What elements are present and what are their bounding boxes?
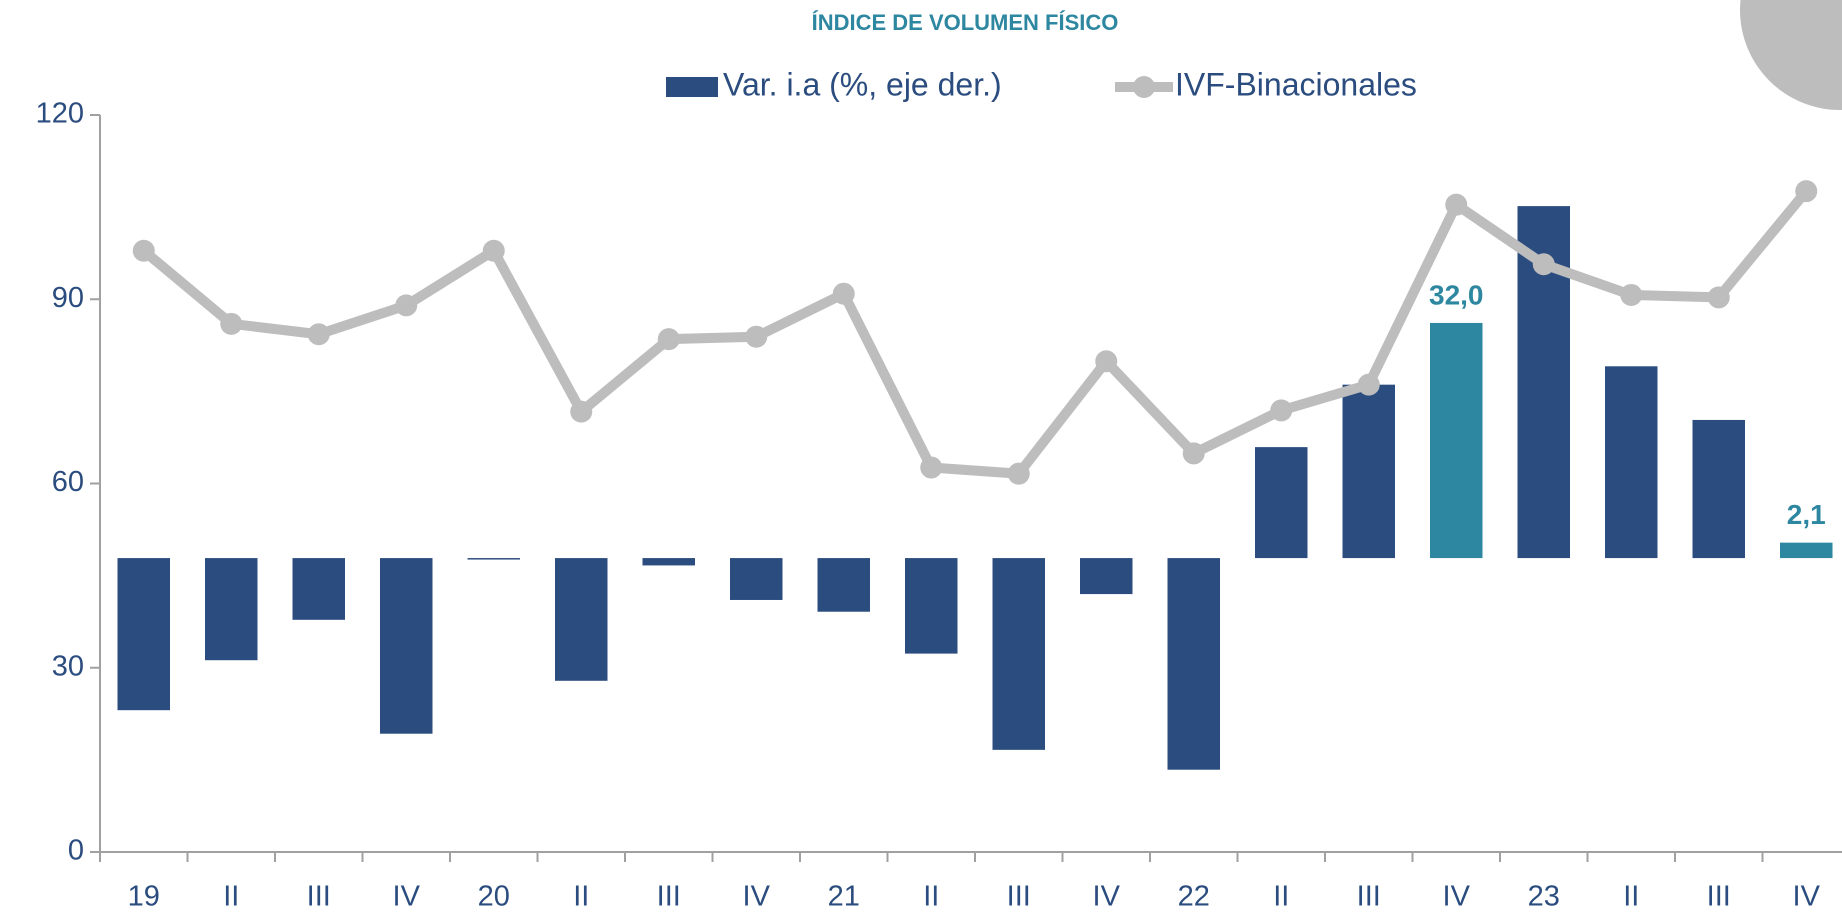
line-marker — [220, 312, 243, 335]
line-marker — [745, 325, 768, 348]
legend-label: IVF-Binacionales — [1175, 66, 1417, 102]
line-marker — [920, 456, 943, 479]
y-tick-label: 0 — [68, 835, 84, 867]
x-tick-label: III — [657, 881, 681, 913]
x-tick-label: II — [923, 881, 939, 913]
bar — [817, 558, 870, 612]
line-marker — [482, 239, 505, 262]
x-tick-label: IV — [1443, 881, 1471, 913]
bar — [555, 558, 608, 681]
x-tick-label: IV — [1093, 881, 1121, 913]
x-tick-label: III — [1357, 881, 1381, 913]
line-marker — [307, 323, 330, 346]
x-tick-label: II — [1623, 881, 1639, 913]
bar — [1255, 447, 1308, 559]
chart-title: ÍNDICE DE VOLUMEN FÍSICO — [812, 10, 1119, 35]
x-tick-label: III — [1707, 881, 1731, 913]
data-label: 32,0 — [1429, 279, 1484, 310]
x-tick-label: 19 — [128, 881, 160, 913]
data-label: 2,1 — [1787, 499, 1826, 530]
legend-marker — [1133, 76, 1155, 98]
x-tick-label: IV — [1793, 881, 1821, 913]
line-marker — [657, 328, 680, 351]
x-tick-label: II — [573, 881, 589, 913]
line-marker — [1532, 253, 1555, 276]
line-marker — [1357, 373, 1380, 396]
bar — [467, 558, 520, 560]
y-tick-label: 30 — [52, 650, 84, 682]
legend-swatch — [666, 77, 718, 97]
x-tick-label: III — [307, 881, 331, 913]
line — [140, 187, 1811, 479]
bar — [292, 558, 345, 620]
bar — [1080, 558, 1133, 595]
line-marker — [832, 282, 855, 305]
line-marker — [570, 400, 593, 423]
line-marker — [1007, 462, 1030, 485]
bar — [117, 558, 170, 711]
x-tick-label: 22 — [1178, 881, 1210, 913]
bar — [905, 558, 958, 654]
bar — [1692, 419, 1745, 559]
bar — [205, 558, 258, 661]
x-tick-label: II — [223, 881, 239, 913]
x-tick-label: III — [1007, 881, 1031, 913]
bar — [1430, 322, 1483, 559]
line-marker — [395, 294, 418, 317]
badge — [1740, 0, 1842, 110]
bar — [380, 558, 433, 734]
y-tick-label: 60 — [52, 466, 84, 498]
x-tick-label: 21 — [828, 881, 860, 913]
line-marker — [1445, 193, 1468, 216]
bar — [992, 558, 1045, 750]
bar — [730, 558, 783, 600]
bar — [1342, 384, 1395, 559]
y-tick-label: 90 — [52, 282, 84, 314]
x-tick-label: IV — [743, 881, 771, 913]
x-tick-label: II — [1273, 881, 1289, 913]
x-tick-label: 23 — [1528, 881, 1560, 913]
line-marker — [1270, 399, 1293, 422]
x-tick-label: IV — [393, 881, 421, 913]
line-marker — [1795, 180, 1818, 203]
bar — [642, 558, 695, 566]
line-marker — [1620, 283, 1643, 306]
line-marker — [1707, 286, 1730, 309]
bar — [1605, 366, 1658, 559]
bar — [1167, 558, 1220, 770]
line-marker — [132, 239, 155, 262]
x-tick-label: 20 — [478, 881, 510, 913]
line-marker — [1182, 442, 1205, 465]
legend-label: Var. i.a (%, eje der.) — [723, 66, 1002, 102]
y-tick-label: 120 — [36, 98, 84, 130]
bar — [1780, 542, 1833, 559]
line-marker — [1095, 350, 1118, 373]
